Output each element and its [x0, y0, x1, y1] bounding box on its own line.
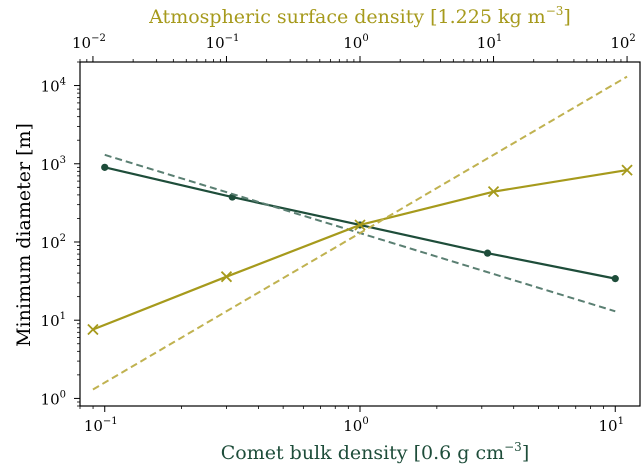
series-layer [87, 75, 633, 391]
y-tick-label: 100 [41, 389, 66, 408]
series-atmosphere-line [92, 169, 628, 331]
x-tick-label-top: 10−1 [206, 33, 240, 52]
y-tick-label-base: 10 [41, 78, 60, 96]
x-axis-title-top: Atmospheric surface density [1.225 kg m−… [148, 4, 571, 28]
y-tick-label-exponent: 4 [60, 77, 66, 88]
x-tick-label-top: 100 [343, 33, 368, 52]
x-tick-label-bottom: 10−1 [84, 416, 118, 435]
x-tick-label-bottom: 100 [343, 416, 368, 435]
x-tick-label-bottom-exponent: 1 [618, 416, 624, 427]
x-axis-title-bottom-close: ] [522, 442, 529, 464]
x-tick-label-bottom-base: 10 [343, 417, 362, 435]
y-tick-label-exponent: 0 [60, 389, 66, 400]
series-atmosphere-point [87, 323, 99, 336]
y-tick-label: 101 [41, 311, 66, 330]
x-tick-label-bottom-exponent: 0 [362, 416, 368, 427]
y-tick-label-base: 10 [41, 390, 60, 408]
y-tick-label-base: 10 [41, 234, 60, 252]
y-tick-label: 103 [41, 155, 66, 174]
x-tick-label-top-base: 10 [72, 34, 91, 52]
x-tick-label-top-exponent: 2 [629, 33, 635, 44]
series-atmosphere-point [621, 164, 633, 176]
x-tick-label-top-base: 10 [206, 34, 225, 52]
x-tick-label-bottom-base: 10 [84, 417, 103, 435]
x-tick-label-bottom-exponent: −1 [103, 416, 118, 427]
x-axis-title-bottom-text: Comet bulk density [0.6 g cm [221, 442, 504, 464]
series-atmosphere-point [354, 219, 366, 231]
x-tick-label-top-exponent: 1 [496, 33, 502, 44]
x-tick-label-top-exponent: −2 [91, 33, 106, 44]
series-comet-point [483, 249, 492, 257]
series-atmosphere-point [220, 271, 233, 283]
y-tick-label: 102 [41, 233, 66, 252]
x-tick-label-top: 101 [477, 33, 502, 52]
series-atmosphere_fit-line [92, 75, 628, 391]
series-comet-point [101, 163, 109, 171]
y-tick-label-exponent: 3 [60, 155, 66, 166]
x-tick-label-bottom: 101 [599, 416, 624, 435]
series-atmosphere-point [487, 186, 500, 198]
x-axis-title-top-close: ] [563, 6, 570, 28]
minor-ticks [77, 59, 622, 409]
x-tick-label-top-exponent: −1 [225, 33, 240, 44]
x-tick-label-top: 10−2 [72, 33, 106, 52]
y-tick-label-base: 10 [41, 312, 60, 330]
x-tick-label-top-exponent: 0 [362, 33, 368, 44]
x-tick-label-bottom-base: 10 [599, 417, 618, 435]
x-axis-title-bottom-sup: −3 [504, 440, 522, 454]
y-tick-label-exponent: 2 [60, 233, 66, 244]
x-tick-label-top: 102 [610, 33, 635, 52]
x-axis-title-top-sup: −3 [546, 4, 564, 18]
x-tick-label-top-base: 10 [477, 34, 496, 52]
y-tick-label: 104 [41, 77, 66, 96]
major-ticks [74, 56, 628, 412]
series-comet-point [611, 275, 619, 283]
x-axis-title-bottom: Comet bulk density [0.6 g cm−3] [221, 440, 529, 464]
x-axis-title-top-text: Atmospheric surface density [1.225 kg m [148, 6, 546, 28]
x-tick-label-top-base: 10 [610, 34, 629, 52]
y-tick-label-base: 10 [41, 156, 60, 174]
x-tick-label-top-base: 10 [343, 34, 362, 52]
y-axis-title: Minimum diameter [m] [13, 123, 35, 347]
y-tick-label-exponent: 1 [60, 311, 66, 322]
